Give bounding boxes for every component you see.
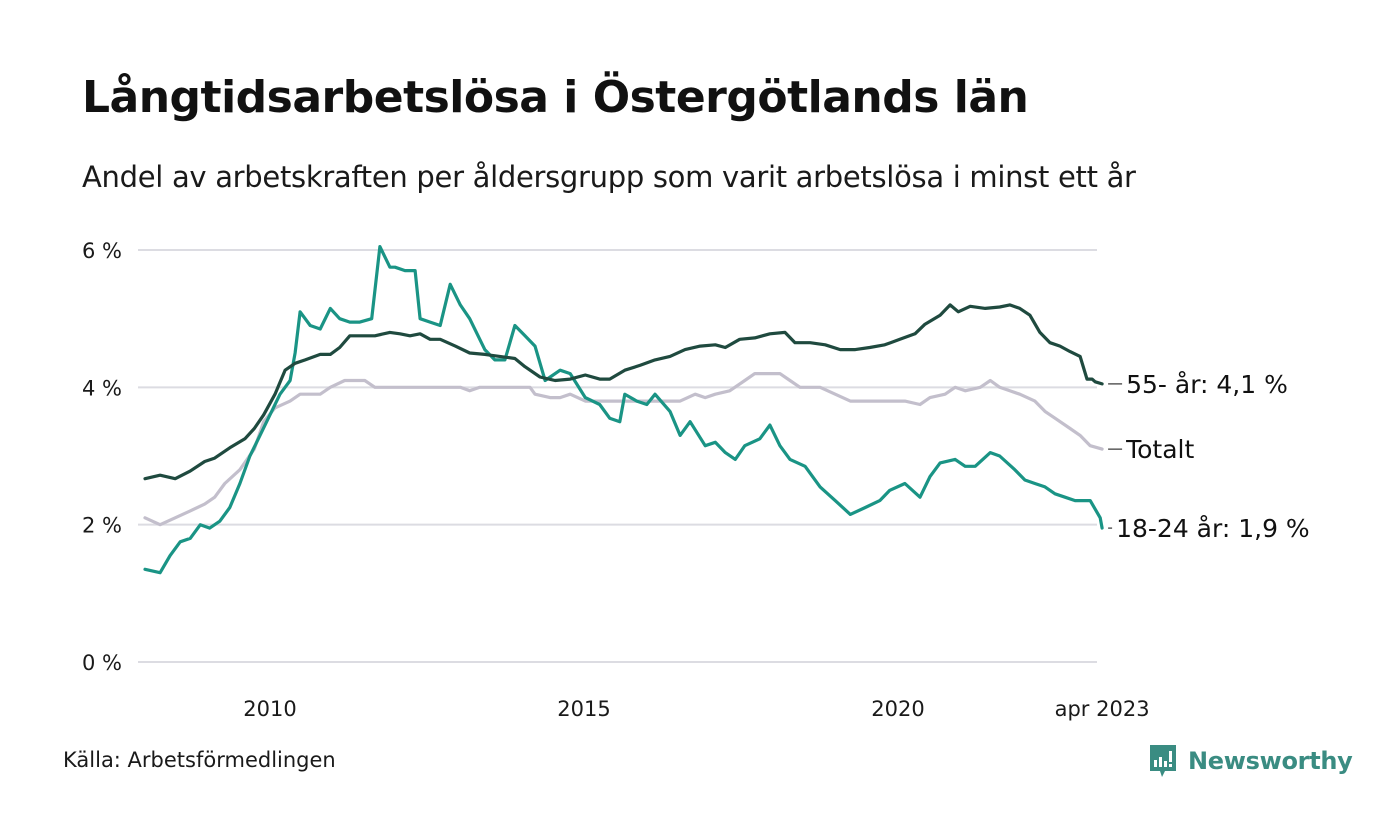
source-note: Källa: Arbetsförmedlingen [63,748,336,772]
y-tick-label: 0 % [82,651,122,675]
y-tick-label: 2 % [82,514,122,538]
y-tick-label: 6 % [82,239,122,263]
x-tick-label: 2015 [557,697,610,721]
series-line-55-r [143,303,1104,481]
chart-title: Långtidsarbetslösa i Östergötlands län [82,72,1029,123]
y-tick-label: 4 % [82,376,122,400]
x-tick-label: 2010 [243,697,296,721]
x-tick-label: 2020 [871,697,924,721]
newsworthy-logo-icon [1150,745,1176,777]
series-end-label: 55- år: 4,1 % [1126,370,1288,399]
x-tick-label: apr 2023 [1055,697,1150,721]
series-end-label: 18-24 år: 1,9 % [1116,514,1310,543]
gridlines [138,249,1097,663]
chart-subtitle: Andel av arbetskraften per åldersgrupp s… [82,160,1136,194]
series-end-labels: 55- år: 4,1 % Totalt 18-24 år: 1,9 % [1108,370,1310,543]
series-line-18-24-r [143,245,1104,575]
brand-logo[interactable]: Newsworthy [1148,744,1353,778]
series-end-label: Totalt [1125,435,1194,464]
x-axis: 2010 2015 2020 apr 2023 [243,697,1149,721]
y-axis: 0 % 2 % 4 % 6 % [82,239,122,675]
series-lines [143,245,1104,575]
brand-name: Newsworthy [1188,747,1353,775]
